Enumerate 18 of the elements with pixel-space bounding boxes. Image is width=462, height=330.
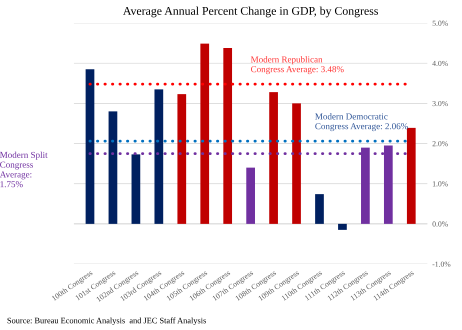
bar	[154, 89, 164, 224]
ref-line-label: Modern Republican Congress Average: 3.48%	[250, 56, 344, 74]
bar	[223, 48, 232, 224]
bar	[406, 128, 416, 224]
source-note: Source: Bureau Economic Analysis and JEC Staff Analysis	[7, 317, 206, 326]
bar	[132, 154, 140, 224]
bar	[246, 168, 255, 224]
bar	[86, 69, 94, 224]
bar	[108, 111, 118, 224]
ref-line-label: Modern Split Congress Average: 1.75%	[0, 152, 48, 188]
bar	[269, 92, 278, 224]
ref-line-label: Modern Democratic Congress Average: 2.06%	[315, 113, 408, 132]
bar	[338, 224, 347, 230]
bar	[292, 103, 301, 224]
chart-title: Average Annual Percent Change in GDP, by Congress	[122, 6, 378, 18]
bar	[315, 194, 324, 224]
bar	[200, 44, 210, 224]
bar	[177, 94, 186, 224]
